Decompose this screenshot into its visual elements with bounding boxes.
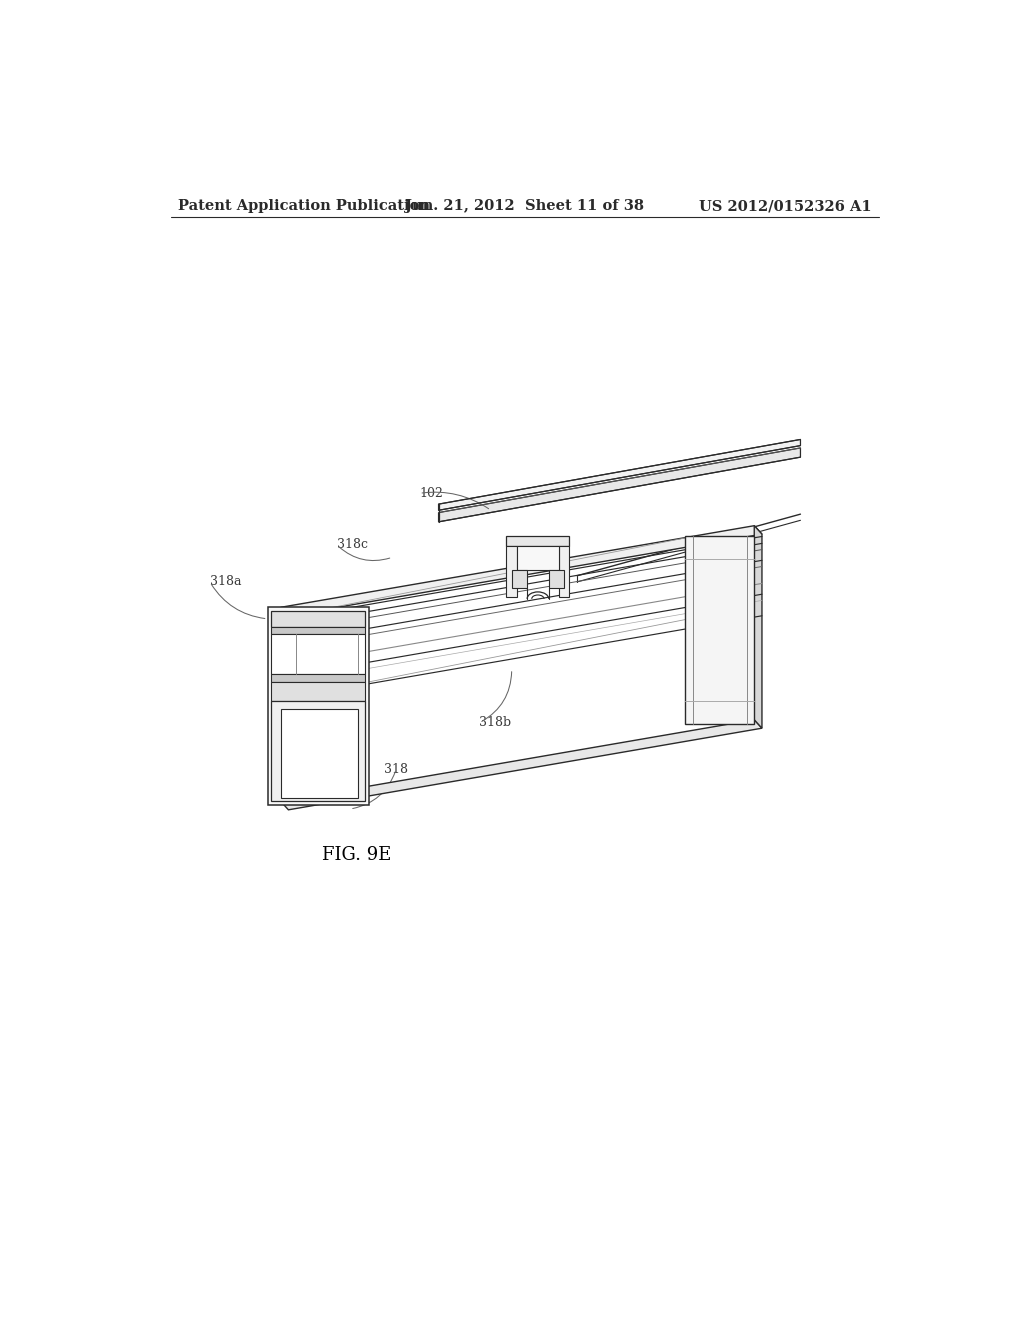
Polygon shape — [517, 545, 559, 570]
Polygon shape — [549, 570, 564, 589]
Polygon shape — [559, 545, 569, 598]
Polygon shape — [271, 675, 366, 682]
Polygon shape — [685, 536, 755, 725]
Polygon shape — [267, 607, 370, 805]
Polygon shape — [506, 536, 569, 545]
Text: 318: 318 — [384, 763, 409, 776]
Text: 318b: 318b — [479, 717, 512, 730]
Text: 318a: 318a — [210, 576, 242, 589]
Polygon shape — [438, 447, 801, 521]
Polygon shape — [512, 570, 527, 589]
Text: Patent Application Publication: Patent Application Publication — [178, 199, 430, 213]
Polygon shape — [281, 719, 762, 810]
Polygon shape — [438, 440, 801, 511]
Text: 318c: 318c — [337, 539, 368, 552]
Polygon shape — [271, 635, 366, 675]
Text: 102: 102 — [419, 487, 443, 500]
Text: US 2012/0152326 A1: US 2012/0152326 A1 — [698, 199, 871, 213]
Polygon shape — [755, 525, 762, 729]
Polygon shape — [271, 627, 366, 635]
Text: Jun. 21, 2012  Sheet 11 of 38: Jun. 21, 2012 Sheet 11 of 38 — [406, 199, 644, 213]
Text: FIG. 9E: FIG. 9E — [322, 846, 391, 865]
Polygon shape — [506, 545, 517, 598]
Polygon shape — [271, 682, 366, 701]
Polygon shape — [271, 611, 366, 627]
Polygon shape — [271, 701, 366, 801]
Polygon shape — [281, 709, 357, 797]
Polygon shape — [281, 525, 762, 615]
